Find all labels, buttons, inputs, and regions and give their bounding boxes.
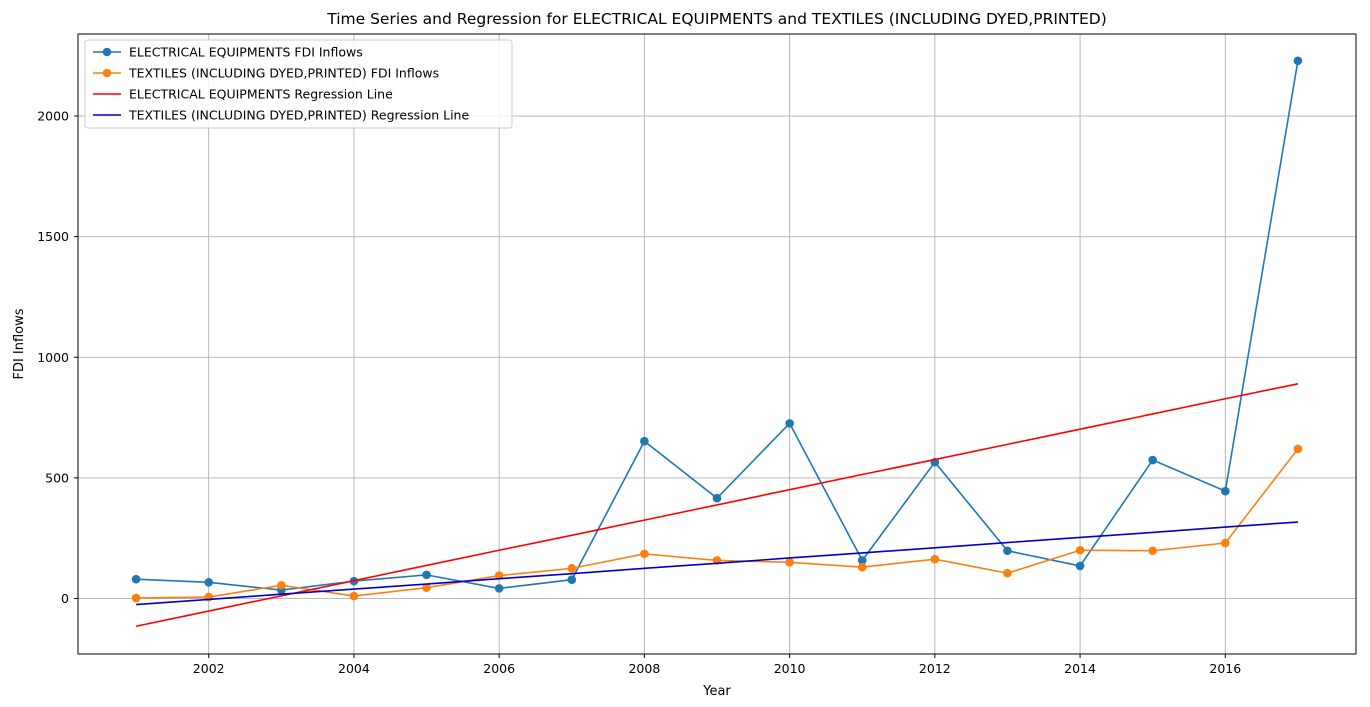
data-point-series-0 [131, 574, 141, 584]
data-point-series-1 [131, 593, 141, 603]
x-tick-label: 2016 [1209, 661, 1241, 676]
data-point-series-1 [857, 562, 867, 572]
legend-label-2: ELECTRICAL EQUIPMENTS Regression Line [129, 87, 393, 102]
y-tick-label: 500 [45, 470, 69, 485]
data-point-series-1 [640, 549, 649, 559]
data-point-series-0 [785, 419, 794, 428]
data-point-series-1 [1148, 546, 1157, 556]
y-tick-label: 0 [61, 591, 69, 606]
data-point-series-0 [857, 556, 867, 565]
data-point-series-1 [1003, 568, 1012, 578]
data-point-series-0 [1293, 56, 1303, 66]
data-point-series-0 [1148, 455, 1157, 465]
axes: 2002 2004 2006 2008 2010 2012 2014 2016 0 500 1000… [37, 109, 1241, 676]
data-point-series-1 [1293, 444, 1303, 454]
legend-marker-0 [102, 47, 112, 57]
x-axis-label: Year [702, 684, 731, 699]
y-axis-label: FDI Inflows [12, 308, 27, 379]
data-point-series-0 [712, 493, 722, 503]
x-tick-label: 2014 [1064, 661, 1096, 676]
chart-title: Time Series and Regression for ELECTRICA… [326, 10, 1107, 28]
data-point-series-1 [422, 583, 431, 592]
data-point-series-0 [640, 436, 649, 446]
y-tick-label: 2000 [37, 109, 69, 124]
data-point-series-1 [567, 564, 577, 573]
data-point-series-0 [1220, 486, 1230, 496]
series-line-2 [135, 383, 1299, 628]
data-point-series-0 [422, 570, 431, 580]
series-line-3 [136, 521, 1298, 606]
y-tick-label: 1000 [37, 350, 69, 365]
legend-marker-1 [102, 68, 112, 78]
legend-box [84, 39, 513, 129]
legend-label-0: ELECTRICAL EQUIPMENTS FDI Inflows [129, 45, 363, 60]
grid [78, 34, 1356, 654]
data-point-series-1 [494, 571, 504, 580]
data-point-series-0 [1003, 546, 1012, 556]
x-tick-label: 2010 [774, 661, 806, 676]
series-line-1 [136, 448, 1299, 599]
data-point-series-1 [277, 580, 286, 590]
data-point-series-1 [930, 554, 940, 564]
plot-frame [77, 33, 1357, 655]
data-point-series-1 [785, 558, 794, 567]
legend-label-3: TEXTILES (INCLUDING DYED,PRINTED) Regres… [128, 108, 469, 123]
data-point-series-0 [1075, 561, 1085, 571]
data-point-series-0 [567, 575, 577, 584]
y-tick-label: 1500 [37, 229, 69, 244]
x-tick-label: 2012 [919, 661, 951, 676]
series-line-0 [136, 60, 1299, 591]
data-point-series-0 [494, 584, 504, 593]
legend-label-1: TEXTILES (INCLUDING DYED,PRINTED) FDI In… [128, 66, 439, 81]
data-point-series-0 [204, 578, 214, 587]
plot-area [131, 56, 1303, 628]
data-point-series-1 [1220, 538, 1230, 548]
x-tick-label: 2008 [628, 661, 660, 676]
x-tick-label: 2006 [483, 661, 515, 676]
data-point-series-1 [349, 591, 359, 601]
x-tick-label: 2002 [193, 661, 225, 676]
data-point-series-1 [1075, 545, 1085, 555]
x-tick-label: 2004 [338, 661, 370, 676]
legend: ELECTRICAL EQUIPMENTS FDI Inflows TEXTILE… [84, 39, 513, 129]
